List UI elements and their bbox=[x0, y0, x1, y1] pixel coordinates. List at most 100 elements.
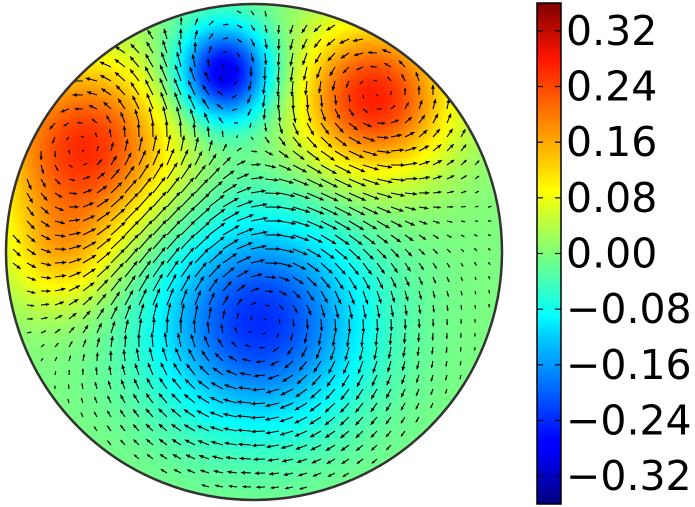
quiver-arrowhead bbox=[418, 295, 423, 300]
quiver-arrowhead bbox=[243, 270, 249, 275]
quiver-arrowhead bbox=[390, 312, 395, 317]
quiver-arrowhead bbox=[401, 393, 405, 398]
quiver-arrowhead bbox=[148, 206, 153, 211]
quiver-arrowhead bbox=[194, 305, 199, 310]
quiver-arrowhead bbox=[42, 344, 45, 347]
quiver-arrowhead bbox=[416, 365, 420, 370]
quiver-arrowhead bbox=[176, 220, 181, 225]
quiver-arrowhead bbox=[161, 233, 167, 239]
quiver-arrowhead bbox=[43, 196, 48, 201]
quiver-arrowhead bbox=[447, 279, 450, 283]
quiver-arrowhead bbox=[136, 123, 141, 128]
quiver-arrowhead bbox=[148, 220, 153, 225]
quiver-arrowhead bbox=[146, 378, 151, 383]
quiver-arrowhead bbox=[226, 23, 229, 26]
quiver-arrowhead bbox=[270, 361, 275, 366]
quiver-arrowhead bbox=[98, 323, 102, 328]
quiver-arrowhead bbox=[412, 146, 417, 151]
quiver-arrowhead bbox=[83, 339, 87, 344]
quiver-arrowhead bbox=[206, 321, 211, 326]
colorbar-tick-label: 0.32 bbox=[566, 7, 657, 55]
quiver-arrowhead bbox=[146, 41, 151, 47]
quiver-arrowhead bbox=[261, 103, 266, 108]
quiver-arrowhead bbox=[266, 139, 270, 144]
quiver-arrowhead bbox=[374, 166, 379, 171]
quiver-arrowhead bbox=[399, 208, 404, 212]
quiver-arrowhead bbox=[390, 91, 392, 93]
quiver-arrowhead bbox=[357, 240, 363, 245]
quiver-arrowhead bbox=[434, 113, 439, 119]
quiver-arrowhead bbox=[271, 164, 276, 169]
quiver-arrowhead bbox=[346, 226, 351, 230]
quiver-arrowhead bbox=[280, 306, 284, 310]
quiver-dot bbox=[488, 234, 490, 236]
quiver-arrowhead bbox=[449, 235, 452, 238]
quiver-arrowhead bbox=[367, 123, 372, 127]
quiver-arrowhead bbox=[236, 414, 242, 419]
quiver-arrowhead bbox=[269, 471, 274, 476]
quiver-arrowhead bbox=[175, 177, 180, 182]
quiver-arrowhead bbox=[234, 225, 240, 230]
quiver-arrowhead bbox=[86, 176, 90, 179]
quiver-arrowhead bbox=[360, 168, 366, 173]
quiver-arrowhead bbox=[251, 429, 256, 434]
quiver-arrowhead bbox=[360, 342, 364, 347]
quiver-arrowhead bbox=[459, 363, 462, 366]
quiver-arrowhead bbox=[173, 162, 178, 168]
quiver-arrowhead bbox=[476, 191, 479, 193]
quiver-arrowhead bbox=[162, 40, 166, 45]
quiver-arrowhead bbox=[102, 293, 107, 299]
scalar-field-image bbox=[6, 4, 502, 500]
quiver-arrowhead bbox=[401, 379, 405, 385]
quiver-arrowhead bbox=[119, 195, 124, 200]
quiver-arrowhead bbox=[205, 221, 210, 226]
quiver-arrowhead bbox=[302, 76, 307, 81]
quiver-arrowhead bbox=[183, 289, 188, 294]
quiver-arrowhead bbox=[144, 164, 149, 169]
quiver-arrowhead bbox=[52, 140, 55, 144]
quiver-arrowhead bbox=[283, 472, 288, 477]
quiver-arrowhead bbox=[110, 335, 114, 341]
quiver-arrowhead bbox=[127, 304, 131, 310]
quiver-arrowhead bbox=[29, 331, 32, 334]
quiver-arrowhead bbox=[66, 138, 69, 141]
quiver-arrowhead bbox=[476, 160, 480, 164]
quiver-arrowhead bbox=[403, 325, 408, 330]
quiver-arrowhead bbox=[341, 270, 346, 275]
quiver-arrowhead bbox=[27, 185, 32, 190]
quiver-arrowhead bbox=[178, 318, 183, 323]
quiver-arrowhead bbox=[340, 54, 346, 59]
quiver-arrowhead bbox=[430, 392, 433, 395]
quiver-arrowhead bbox=[139, 136, 144, 142]
quiver-arrowhead bbox=[204, 336, 208, 341]
quiver-arrowhead bbox=[340, 446, 346, 451]
quiver-arrowhead bbox=[16, 265, 21, 269]
quiver-arrowhead bbox=[72, 178, 76, 182]
quiver-arrowhead bbox=[285, 277, 290, 282]
quiver-arrowhead bbox=[234, 82, 237, 85]
quiver-arrowhead bbox=[330, 254, 335, 259]
quiver-arrowhead bbox=[148, 233, 153, 239]
quiver-arrowhead bbox=[285, 486, 289, 490]
quiver-arrowhead bbox=[425, 175, 430, 180]
quiver-arrowhead bbox=[362, 96, 365, 99]
quiver-arrowhead bbox=[418, 310, 422, 314]
quiver-arrowhead bbox=[190, 234, 195, 239]
quiver-arrowhead bbox=[284, 153, 289, 158]
quiver-arrowhead bbox=[187, 469, 191, 473]
quiver-arrowhead bbox=[121, 235, 126, 240]
quiver-arrowhead bbox=[339, 40, 345, 44]
quiver-arrowhead bbox=[239, 456, 244, 461]
quiver-arrowhead bbox=[94, 382, 98, 386]
quiver-arrowhead bbox=[460, 321, 463, 324]
quiver-arrowhead bbox=[202, 262, 207, 267]
quiver-arrowhead bbox=[386, 393, 390, 399]
quiver-arrowhead bbox=[447, 265, 450, 268]
quiver-arrowhead bbox=[210, 20, 214, 24]
quiver-arrowhead bbox=[424, 206, 429, 210]
quiver-dot bbox=[488, 290, 490, 292]
quiver-arrowhead bbox=[223, 398, 228, 403]
quiver-arrowhead bbox=[387, 77, 390, 80]
quiver-arrowhead bbox=[342, 69, 347, 74]
quiver-arrowhead bbox=[54, 385, 56, 387]
